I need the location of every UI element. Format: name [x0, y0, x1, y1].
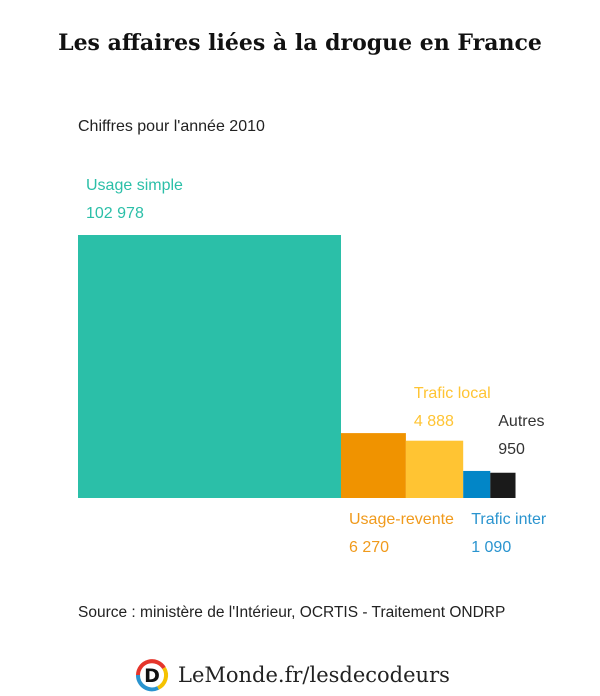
square-trafic-inter — [463, 470, 491, 498]
category-label: Trafic local — [413, 385, 491, 402]
svg-text:D: D — [144, 665, 160, 687]
lemonde-logo[interactable]: D LeMonde.fr/lesdecodeurs — [134, 657, 450, 693]
label-trafic-local: Trafic local 4 888 — [414, 380, 491, 436]
square-trafic-local — [405, 440, 464, 498]
value-label: 950 — [498, 441, 525, 458]
chart-area — [78, 235, 516, 498]
value-label: 102 978 — [86, 205, 144, 222]
category-label: Trafic inter — [471, 511, 547, 528]
category-label: Autres — [498, 413, 545, 430]
decodeurs-logo-icon: D — [135, 659, 169, 692]
value-label: 4 888 — [413, 413, 454, 430]
chart-title: Les affaires liées à la drogue en France — [58, 30, 542, 56]
value-label: 6 270 — [349, 539, 390, 556]
chart-subtitle: Chiffres pour l'année 2010 — [78, 118, 265, 135]
label-usage-simple: Usage simple 102 978 — [86, 172, 183, 228]
square-autres — [490, 472, 516, 498]
label-trafic-inter: Trafic inter 1 090 — [471, 506, 546, 562]
label-usage-revente: Usage-revente 6 270 — [349, 506, 454, 562]
value-label: 1 090 — [471, 539, 512, 556]
source-note: Source : ministère de l'Intérieur, OCRTI… — [78, 604, 506, 621]
square-usage-revente — [341, 433, 406, 498]
category-label: Usage-revente — [349, 511, 454, 528]
category-label: Usage simple — [86, 177, 183, 194]
logo-text: LeMonde.fr/lesdecodeurs — [178, 663, 450, 687]
label-autres: Autres 950 — [498, 408, 544, 464]
square-usage-simple — [78, 235, 341, 498]
